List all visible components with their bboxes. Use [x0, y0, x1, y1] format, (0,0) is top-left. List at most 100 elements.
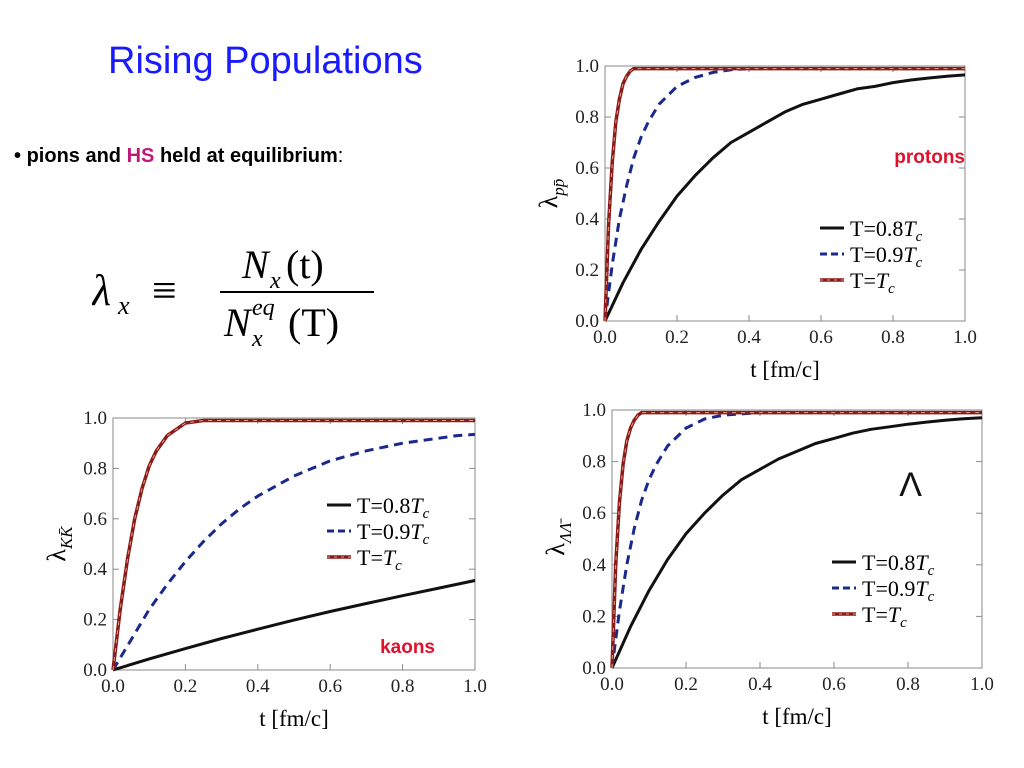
- kaons-xtick-label: 1.0: [463, 676, 487, 697]
- protons-legend-label-2: T=Tc: [850, 268, 895, 297]
- kaons-xtick-label: 0.6: [318, 676, 342, 697]
- formula-lhs-symbol: λ: [92, 266, 111, 315]
- bullet-colon: :: [337, 145, 344, 167]
- lambda-xtick-label: 0.4: [748, 674, 772, 695]
- lambda-ytick-label: 1.0: [582, 400, 606, 421]
- protons-series-1-line: [603, 67, 965, 322]
- lambda-annotation: Λ: [899, 466, 922, 504]
- lambda-legend-label-0: T=0.8Tc: [862, 550, 935, 579]
- kaons-legend-sub: c: [423, 532, 430, 548]
- formula-den-sub: x: [251, 326, 263, 350]
- protons-legend-label-0: T=0.8Tc: [850, 216, 923, 245]
- lambda-ytick-label: 0.0: [582, 658, 606, 679]
- formula-den-sup: eq: [252, 295, 275, 321]
- lambda-legend-var: T: [915, 550, 929, 575]
- slide-title: Rising Populations: [108, 40, 423, 82]
- kaons-legend-var: T: [410, 493, 424, 518]
- kaons-xtick-label: 0.2: [174, 676, 198, 697]
- kaons-ytick-label: 0.6: [83, 509, 107, 530]
- lambda-xtick-label: 0.8: [896, 674, 920, 695]
- protons-xtick-label: 0.4: [737, 327, 761, 348]
- lambda-definition-formula: λ x ≡ N x (t) N eq x (T): [92, 240, 392, 350]
- lambda-plot-frame: [611, 409, 983, 669]
- formula-lhs-sub: x: [117, 291, 130, 320]
- bullet-text-2: held at equilibrium: [159, 145, 338, 167]
- lambda-xlabel: t [fm/c]: [762, 704, 832, 729]
- protons-xtick-label: 0.8: [881, 327, 905, 348]
- protons-chart: 0.0 0.2 0.4 0.6 0.8 1.0 0.0 0.2 0.4 0.6 0.8 1.0 t [f…: [520, 48, 1000, 398]
- lambda-ytick-label: 0.2: [582, 606, 606, 627]
- kaons-ytick-label: 0.8: [83, 458, 107, 479]
- kaons-legend-var: T: [410, 519, 424, 544]
- kaons-chart-svg: 0.0 0.2 0.4 0.6 0.8 1.0 0.0 0.2 0.4 0.6 0.8 1.0 t [f…: [42, 408, 487, 731]
- protons-series-0-line: [603, 73, 966, 322]
- kaons-legend-var: T: [383, 545, 397, 570]
- kaons-series-1-line: [111, 432, 476, 671]
- bullet-text-1: pions and: [26, 145, 122, 167]
- kaons-legend-main: T=0.9: [357, 519, 410, 544]
- kaons-annotation: kaons: [380, 637, 435, 658]
- kaons-ytick-label: 0.4: [83, 559, 107, 580]
- lambda-legend-var: T: [915, 576, 929, 601]
- bullet-marker: •: [14, 145, 22, 167]
- protons-legend-var: T: [903, 216, 917, 241]
- protons-ylabel-main: λ: [534, 195, 563, 208]
- kaons-legend-sub: c: [395, 558, 402, 574]
- kaons-xtick-label: 0.4: [246, 676, 270, 697]
- lambda-legend-main: T=: [862, 602, 888, 627]
- protons-legend-var: T: [903, 242, 917, 267]
- protons-xtick-label: 1.0: [953, 327, 977, 348]
- kaons-series-0-line: [112, 579, 476, 672]
- lambda-legend-sub: c: [928, 589, 935, 605]
- protons-ytick-label: 0.6: [575, 158, 599, 179]
- lambda-legend-sub: c: [900, 615, 907, 631]
- lambda-series-0-line: [610, 416, 983, 669]
- lambda-legend-label-1: T=0.9Tc: [862, 576, 935, 605]
- kaons-plot-frame: [112, 417, 476, 671]
- protons-xtick-label: 0.6: [809, 327, 833, 348]
- kaons-xtick-label: 0.0: [101, 676, 125, 697]
- kaons-ytick-label: 1.0: [83, 408, 107, 429]
- lambda-ylabel-sub: ΛΛ̄: [556, 517, 575, 545]
- kaons-legend-main: T=0.8: [357, 493, 410, 518]
- formula-num-main: N: [241, 242, 271, 287]
- protons-plot-frame: [604, 65, 966, 322]
- lambda-xtick-label: 0.6: [822, 674, 846, 695]
- lambda-legend-main: T=0.9: [862, 576, 915, 601]
- protons-ytick-label: 0.4: [575, 209, 599, 230]
- kaons-ylabel: λKK̄: [42, 525, 76, 562]
- protons-series-2-dash-overlay: [604, 68, 965, 322]
- lambda-xtick-label: 0.0: [600, 674, 624, 695]
- kaons-ylabel-sub: KK̄: [57, 525, 76, 550]
- lambda-legend-main: T=0.8: [862, 550, 915, 575]
- lambda-ytick-label: 0.6: [582, 503, 606, 524]
- protons-legend-main: T=0.9: [850, 242, 903, 267]
- kaons-legend-sub: c: [423, 506, 430, 522]
- kaons-legend-main: T=: [357, 545, 383, 570]
- protons-series-2-line: [603, 66, 965, 322]
- kaons-xtick-label: 0.8: [391, 676, 415, 697]
- lambda-chart: 0.0 0.2 0.4 0.6 0.8 1.0 0.0 0.2 0.4 0.6 0.8 1.0 t [f…: [520, 392, 1000, 747]
- formula-num-arg: (t): [286, 242, 324, 287]
- lambda-ylabel-main: λ: [541, 543, 570, 556]
- protons-annotation: protons: [894, 147, 965, 168]
- kaons-series-2-line: [111, 418, 475, 671]
- lambda-xtick-label: 1.0: [970, 674, 994, 695]
- formula-num-sub: x: [269, 268, 281, 294]
- kaons-series-2-dash-overlay: [112, 420, 475, 671]
- protons-legend-sub: c: [916, 229, 923, 245]
- kaons-ytick-label: 0.0: [83, 660, 107, 681]
- protons-chart-svg: 0.0 0.2 0.4 0.6 0.8 1.0 0.0 0.2 0.4 0.6 0.8 1.0 t [f…: [534, 56, 977, 382]
- protons-xtick-label: 0.0: [593, 327, 617, 348]
- protons-ylabel: λpp̄: [534, 179, 568, 209]
- kaons-xlabel: t [fm/c]: [259, 706, 329, 731]
- protons-xlabel: t [fm/c]: [750, 357, 820, 382]
- formula-den-arg: (T): [288, 300, 339, 345]
- kaons-legend-label-1: T=0.9Tc: [357, 519, 430, 548]
- lambda-legend-var: T: [888, 602, 902, 627]
- kaons-ytick-label: 0.2: [83, 610, 107, 631]
- protons-legend-sub: c: [916, 255, 923, 271]
- bullet-point: • pions and HS held at equilibrium:: [14, 145, 343, 168]
- protons-xtick-label: 0.2: [665, 327, 689, 348]
- protons-ytick-label: 0.8: [575, 107, 599, 128]
